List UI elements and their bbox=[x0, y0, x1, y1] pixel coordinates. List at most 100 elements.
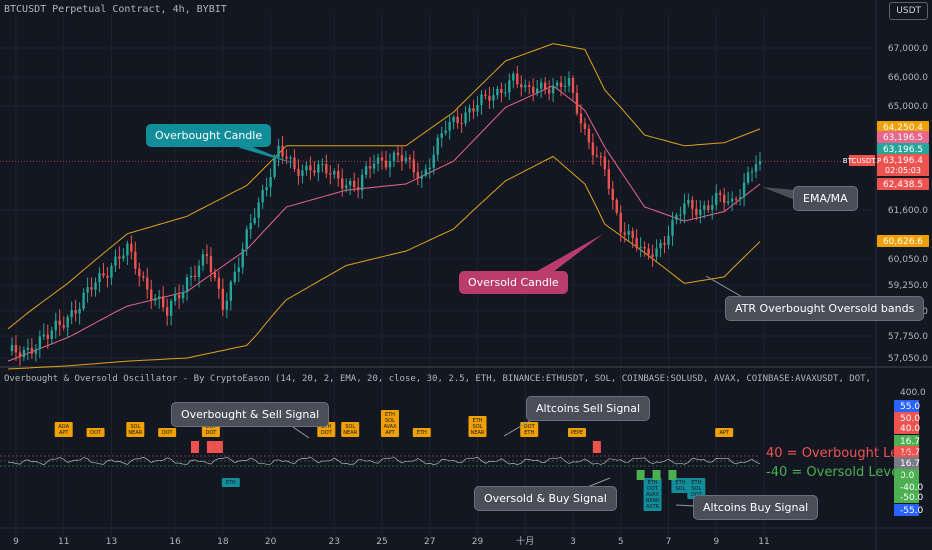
candle-body bbox=[448, 122, 451, 131]
candle-body bbox=[54, 320, 57, 331]
candle-body bbox=[317, 164, 320, 173]
sell-signal-text: DOT bbox=[90, 430, 102, 436]
candle-body bbox=[444, 130, 447, 134]
x-tick-label: 9 bbox=[13, 537, 19, 547]
x-tick-label: 27 bbox=[424, 537, 435, 547]
price-tag: 63,196.5 bbox=[883, 133, 923, 143]
candle-body bbox=[488, 95, 491, 101]
altcoins-buy-callout: Altcoins Buy Signal bbox=[693, 495, 819, 520]
candle-body bbox=[360, 174, 364, 191]
candle-body bbox=[539, 82, 543, 89]
candle-body bbox=[110, 265, 113, 278]
candle-body bbox=[305, 165, 308, 171]
candle-body bbox=[34, 349, 38, 354]
osc-tick-label: 16.7 bbox=[900, 459, 920, 469]
candle-body bbox=[583, 123, 587, 129]
candle-body bbox=[233, 271, 236, 282]
candle-body bbox=[221, 288, 225, 310]
candle-body bbox=[647, 248, 650, 255]
candle-body bbox=[277, 145, 280, 158]
candle-body bbox=[547, 89, 551, 94]
candle-body bbox=[106, 275, 109, 278]
candle-body bbox=[428, 167, 431, 170]
currency-selector[interactable]: USDT bbox=[889, 2, 928, 20]
candle-body bbox=[352, 180, 356, 188]
candle-body bbox=[229, 281, 233, 301]
countdown-bg bbox=[877, 165, 929, 176]
candle-body bbox=[480, 94, 483, 106]
osc-tick-bg bbox=[894, 457, 919, 469]
candle-body bbox=[460, 123, 463, 125]
candle-body bbox=[543, 82, 547, 90]
candle-body bbox=[142, 276, 145, 278]
osc-tick-bg bbox=[894, 469, 919, 481]
osc-tick-label: 40.0 bbox=[900, 424, 920, 434]
candle-body bbox=[225, 300, 229, 310]
price-tag-bg bbox=[877, 143, 929, 155]
candle-body bbox=[325, 164, 328, 174]
candle-body bbox=[484, 94, 487, 96]
sell-signal-text: SOL bbox=[345, 424, 355, 430]
candle-body bbox=[313, 170, 316, 173]
candle-body bbox=[173, 294, 177, 302]
sell-signal-bg bbox=[380, 410, 399, 437]
candle-body bbox=[671, 219, 674, 236]
buy-signal-bg bbox=[221, 478, 240, 487]
candle-body bbox=[126, 243, 129, 256]
sell-signal-text: DOT bbox=[321, 430, 333, 436]
candle-body bbox=[730, 198, 734, 202]
buy-signal-text: ETH bbox=[675, 480, 685, 486]
sell-signal-text: ETH bbox=[524, 430, 534, 436]
pointer-ema bbox=[762, 187, 795, 200]
sell-signal-text: NEAR bbox=[471, 430, 485, 436]
candle-body bbox=[611, 188, 614, 200]
candle-body bbox=[281, 145, 284, 157]
candle-body bbox=[46, 334, 49, 339]
x-tick-label: 11 bbox=[758, 537, 769, 547]
osc-tick-label: 55.0 bbox=[900, 402, 920, 412]
x-tick-label: 13 bbox=[106, 537, 117, 547]
candle-body bbox=[82, 292, 85, 309]
pointer-atr bbox=[705, 275, 745, 299]
candle-body bbox=[528, 85, 531, 87]
x-tick-label: 16 bbox=[169, 537, 181, 547]
x-tick-label: 7 bbox=[666, 537, 672, 547]
buy-signal-text: ASTR bbox=[646, 504, 660, 510]
buy-signal-bg bbox=[643, 478, 662, 511]
candles bbox=[10, 65, 762, 366]
sell-signal-bg bbox=[520, 422, 539, 437]
candle-body bbox=[181, 292, 185, 299]
series-line-1 bbox=[7, 85, 761, 362]
candle-body bbox=[201, 254, 205, 266]
osc-tick-label: 16.7 bbox=[900, 437, 920, 447]
price-tag-bg bbox=[877, 121, 929, 133]
candle-body bbox=[754, 164, 758, 172]
sell-signal-bg bbox=[86, 428, 105, 437]
sell-signal-label: PEPEPEPE bbox=[567, 428, 586, 437]
x-tick-label: 20 bbox=[265, 537, 277, 547]
candle-body bbox=[659, 242, 662, 249]
osc-tick-label: -55.0 bbox=[900, 506, 924, 516]
x-tick-label: 3 bbox=[570, 537, 576, 547]
candle-body bbox=[388, 161, 392, 168]
candle-body bbox=[512, 73, 515, 81]
buy-signal-bg bbox=[671, 478, 690, 493]
candle-body bbox=[329, 173, 332, 175]
candle-body bbox=[508, 80, 511, 93]
candle-body bbox=[293, 157, 296, 169]
sell-marker bbox=[592, 441, 601, 453]
sell-signal-label: ADAAPTADA APT bbox=[54, 422, 73, 437]
candle-body bbox=[392, 152, 396, 162]
buy-marker bbox=[636, 470, 645, 480]
atr-bands-callout: ATR Overbought Oversold bands bbox=[725, 296, 925, 321]
sell-signal-bg bbox=[54, 422, 73, 437]
sell-marker bbox=[206, 441, 215, 453]
sell-signal-bg bbox=[567, 428, 586, 437]
last-price-tag: 63,196.4 bbox=[883, 156, 923, 166]
candle-body bbox=[707, 205, 710, 210]
sell-signal-text: AVAX bbox=[383, 424, 397, 430]
candle-body bbox=[213, 272, 217, 278]
